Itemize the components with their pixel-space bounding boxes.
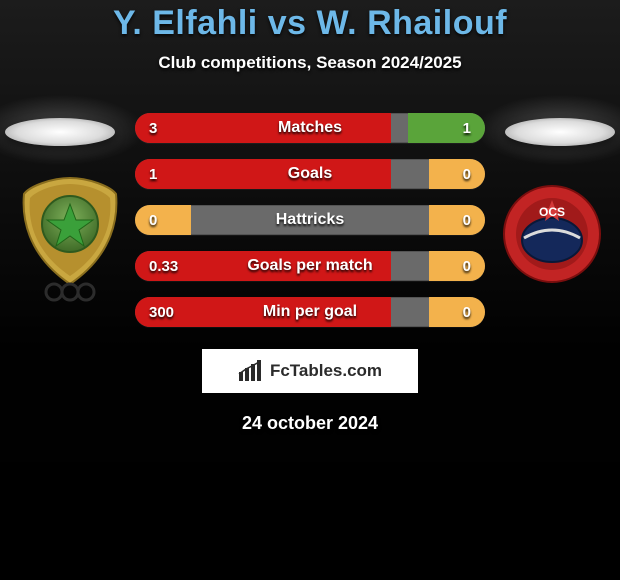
infographic-root: Y. Elfahli vs W. Rhailouf Club competiti… xyxy=(0,0,620,580)
spotlight-left xyxy=(5,118,115,146)
branding-text: FcTables.com xyxy=(270,361,382,381)
date-label: 24 october 2024 xyxy=(0,413,620,434)
svg-text:OCS: OCS xyxy=(539,205,565,219)
subtitle: Club competitions, Season 2024/2025 xyxy=(0,53,620,73)
stat-row: 31Matches xyxy=(135,113,485,143)
stat-row: 10Goals xyxy=(135,159,485,189)
stat-row: 3000Min per goal xyxy=(135,297,485,327)
shield-icon xyxy=(18,176,122,304)
branding-badge: FcTables.com xyxy=(202,349,418,393)
stat-row: 00Hattricks xyxy=(135,205,485,235)
stat-label: Goals xyxy=(135,159,485,189)
team-left-badge xyxy=(18,176,122,304)
stats-list: 31Matches 10Goals 00Hattricks 0.330Goals pe… xyxy=(135,113,485,327)
page-title: Y. Elfahli vs W. Rhailouf xyxy=(0,4,620,43)
stat-label: Hattricks xyxy=(135,205,485,235)
circle-badge-icon: OCS xyxy=(502,184,602,284)
stat-label: Goals per match xyxy=(135,251,485,281)
stat-row: 0.330Goals per match xyxy=(135,251,485,281)
stat-label: Min per goal xyxy=(135,297,485,327)
stat-label: Matches xyxy=(135,113,485,143)
team-right-badge: OCS xyxy=(502,184,602,284)
spotlight-right xyxy=(505,118,615,146)
bar-chart-icon xyxy=(238,360,264,382)
